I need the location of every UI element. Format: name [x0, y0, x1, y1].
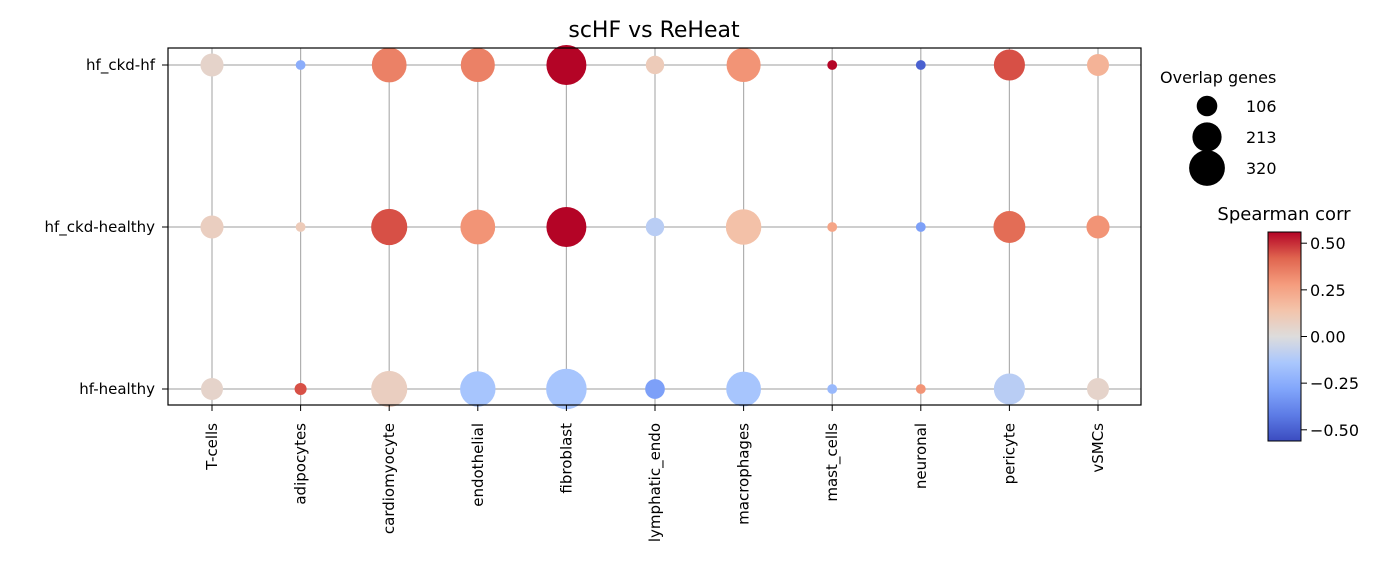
- point-endothelial-hf-healthy: [460, 371, 496, 407]
- colorbar-tick-label-4: −0.50: [1310, 421, 1359, 440]
- point-neuronal-hf-healthy: [915, 384, 926, 394]
- point-pericyte-hf-healthy: [993, 373, 1025, 405]
- point-endothelial-hf-ckd-hf: [460, 47, 495, 83]
- point-t-cells-hf-healthy: [201, 378, 223, 400]
- point-lymphatic-endo-hf-ckd-healthy: [645, 217, 665, 237]
- size-legend-marker-213: [1192, 122, 1222, 152]
- point-vsmcs-hf-ckd-healthy: [1086, 215, 1110, 239]
- point-mast-cells-hf-ckd-hf: [827, 60, 838, 70]
- point-fibroblast-hf-ckd-healthy: [546, 207, 587, 247]
- colorbar-tick-label-2: 0.00: [1310, 328, 1346, 347]
- size-legend-label-106: 106: [1246, 97, 1277, 116]
- data-points: [200, 45, 1110, 410]
- size-legend-marker-320: [1189, 150, 1225, 186]
- colorbar-title: Spearman corr: [1217, 204, 1351, 225]
- point-macrophages-hf-ckd-hf: [726, 47, 761, 83]
- colorbar-tick-label-0: 0.50: [1310, 234, 1346, 253]
- size-legend: Overlap genes 106 213 320: [1160, 68, 1277, 186]
- point-adipocytes-hf-ckd-hf: [295, 60, 306, 70]
- x-axis: T-cells adipocytes cardiomyocyte endothelia…: [203, 405, 1107, 542]
- point-macrophages-hf-healthy: [726, 371, 761, 407]
- size-legend-label-320: 320: [1246, 159, 1277, 178]
- point-lymphatic-endo-hf-healthy: [645, 379, 665, 399]
- chart-title: scHF vs ReHeat: [568, 18, 740, 43]
- colorbar: Spearman corr 0.50 0.25 0.00 −0.25 −0.50: [1217, 204, 1359, 442]
- colorbar-gradient: [1267, 231, 1302, 442]
- x-tick-label-lymphatic-endo: lymphatic_endo: [646, 423, 665, 542]
- x-tick-label-endothelial: endothelial: [469, 423, 487, 507]
- point-pericyte-hf-ckd-hf: [993, 49, 1025, 81]
- point-vsmcs-hf-healthy: [1087, 378, 1109, 400]
- point-cardiomyocyte-hf-ckd-healthy: [371, 208, 408, 246]
- point-cardiomyocyte-hf-healthy: [371, 370, 408, 408]
- x-tick-label-t-cells: T-cells: [203, 423, 221, 471]
- x-tick-label-pericyte: pericyte: [1000, 423, 1018, 484]
- point-neuronal-hf-ckd-hf: [915, 60, 926, 70]
- point-fibroblast-hf-ckd-hf: [546, 45, 587, 85]
- point-vsmcs-hf-ckd-hf: [1087, 54, 1109, 76]
- x-tick-label-mast-cells: mast_cells: [823, 423, 842, 502]
- size-legend-label-213: 213: [1246, 128, 1277, 147]
- colorbar-tick-label-3: −0.25: [1310, 374, 1359, 393]
- x-tick-label-macrophages: macrophages: [735, 423, 753, 525]
- y-axis: hf_ckd-hf hf_ckd-healthy hf-healthy: [44, 56, 168, 398]
- y-tick-label-hf-healthy: hf-healthy: [79, 380, 155, 398]
- point-lymphatic-endo-hf-ckd-hf: [645, 55, 665, 75]
- point-adipocytes-hf-ckd-healthy: [295, 222, 306, 232]
- point-mast-cells-hf-ckd-healthy: [827, 222, 838, 232]
- point-t-cells-hf-ckd-hf: [200, 53, 224, 77]
- point-pericyte-hf-ckd-healthy: [993, 211, 1026, 243]
- x-tick-label-vsmcs: vSMCs: [1089, 423, 1107, 473]
- point-t-cells-hf-ckd-healthy: [200, 215, 224, 239]
- point-neuronal-hf-ckd-healthy: [915, 222, 926, 232]
- x-tick-label-neuronal: neuronal: [912, 423, 930, 489]
- point-endothelial-hf-ckd-healthy: [460, 209, 496, 245]
- size-legend-marker-106: [1196, 95, 1218, 117]
- x-tick-label-fibroblast: fibroblast: [557, 423, 575, 494]
- point-macrophages-hf-ckd-healthy: [725, 209, 762, 245]
- point-cardiomyocyte-hf-ckd-hf: [371, 47, 407, 83]
- point-fibroblast-hf-healthy: [546, 368, 587, 410]
- y-tick-label-hf-ckd-healthy: hf_ckd-healthy: [44, 218, 155, 237]
- colorbar-tick-label-1: 0.25: [1310, 281, 1346, 300]
- point-mast-cells-hf-healthy: [827, 384, 838, 394]
- x-tick-label-adipocytes: adipocytes: [292, 423, 310, 505]
- point-adipocytes-hf-healthy: [294, 382, 307, 396]
- y-tick-label-hf-ckd-hf: hf_ckd-hf: [86, 56, 156, 75]
- size-legend-title: Overlap genes: [1160, 68, 1276, 87]
- x-tick-label-cardiomyocyte: cardiomyocyte: [380, 423, 398, 534]
